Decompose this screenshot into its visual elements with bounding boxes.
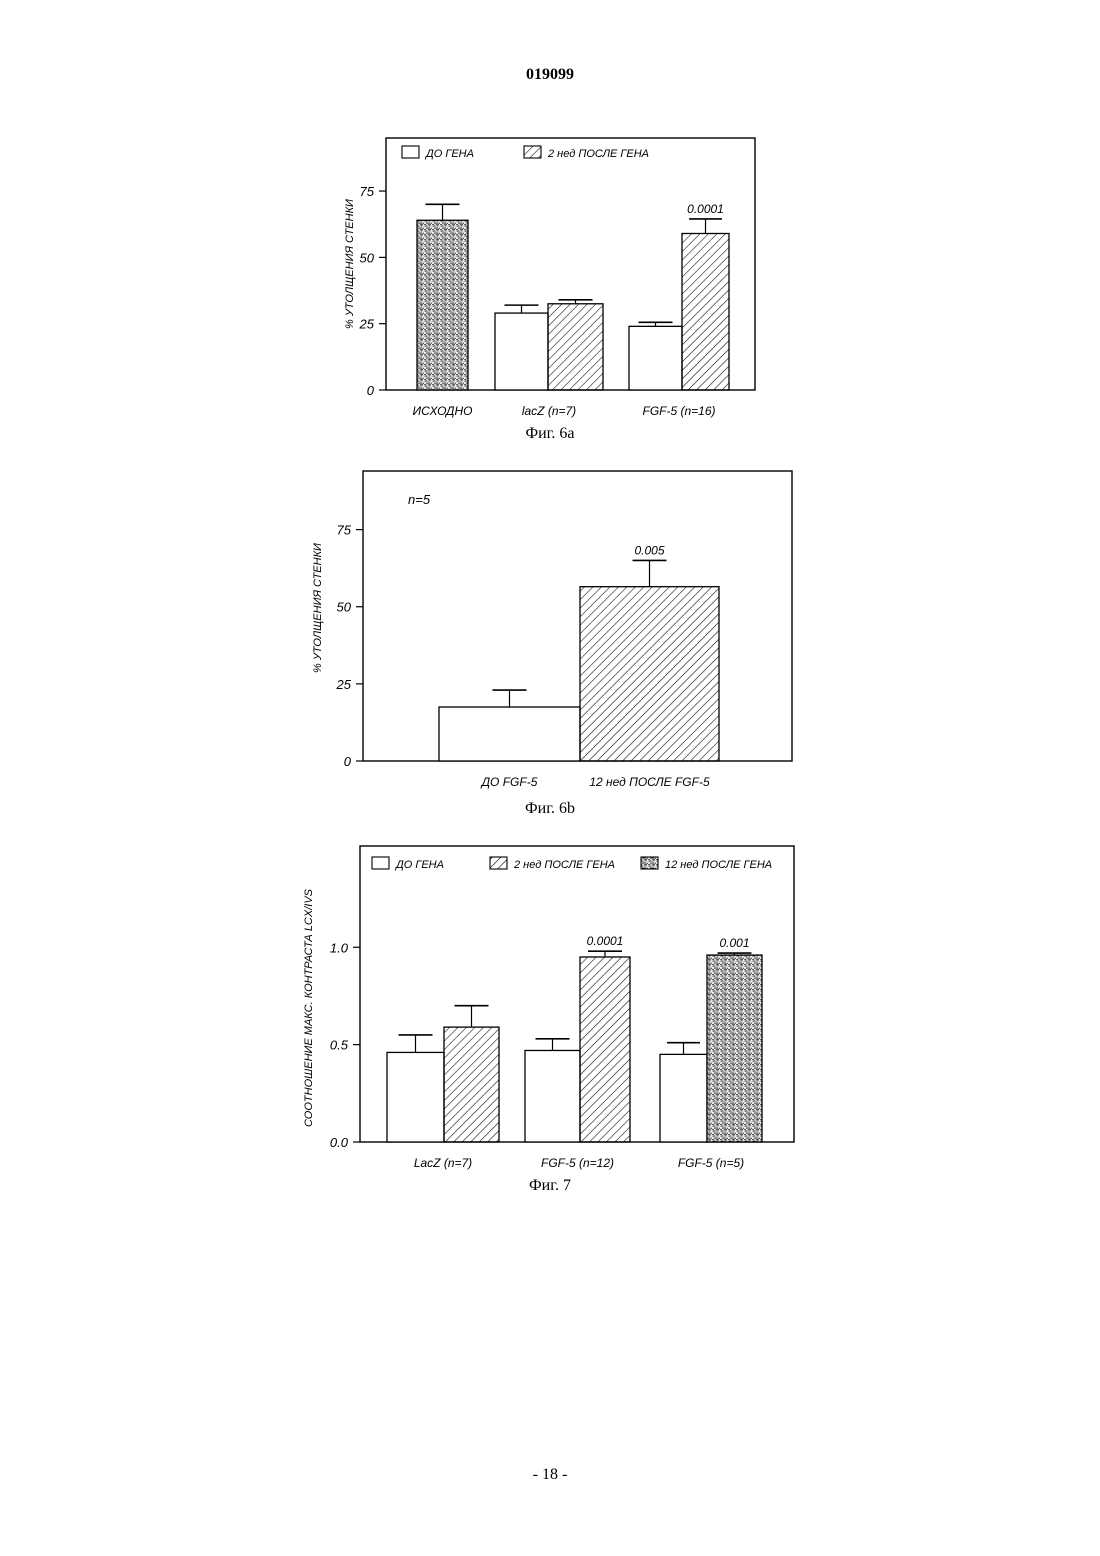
legend-swatch — [372, 857, 389, 869]
legend-label: 12 нед ПОСЛЕ ГЕНА — [665, 859, 772, 871]
x-category-label: FGF-5 (n=5) — [678, 1156, 744, 1170]
bar — [580, 957, 630, 1142]
y-axis-label: СООТНОШЕНИЕ МАКС. КОНТРАСТА LCX/IVS — [303, 888, 315, 1127]
y-tick-label: 0.0 — [330, 1135, 349, 1150]
y-tick-label: 0.5 — [330, 1038, 349, 1053]
p-value-label: 0.0001 — [587, 934, 624, 948]
bar — [707, 955, 762, 1142]
legend-swatch — [490, 857, 507, 869]
bar — [387, 1052, 444, 1142]
bar — [525, 1050, 580, 1142]
figure-7-bar-chart: 0.0 0.5 1.0 СООТНОШЕНИЕ МАКС. КОНТРАСТА LCX… — [0, 0, 1100, 1200]
legend-label: ДО ГЕНА — [394, 859, 444, 871]
bar — [660, 1054, 707, 1142]
y-tick-label: 1.0 — [330, 940, 349, 955]
p-value-label: 0.001 — [719, 936, 749, 950]
legend-swatch — [641, 857, 658, 869]
figure-7-caption: Фиг. 7 — [0, 1177, 1100, 1195]
x-category-label: FGF-5 (n=12) — [541, 1156, 614, 1170]
page-number: - 18 - — [0, 1466, 1100, 1484]
bar — [444, 1027, 499, 1142]
legend-label: 2 нед ПОСЛЕ ГЕНА — [513, 859, 615, 871]
x-category-label: LacZ (n=7) — [414, 1156, 472, 1170]
